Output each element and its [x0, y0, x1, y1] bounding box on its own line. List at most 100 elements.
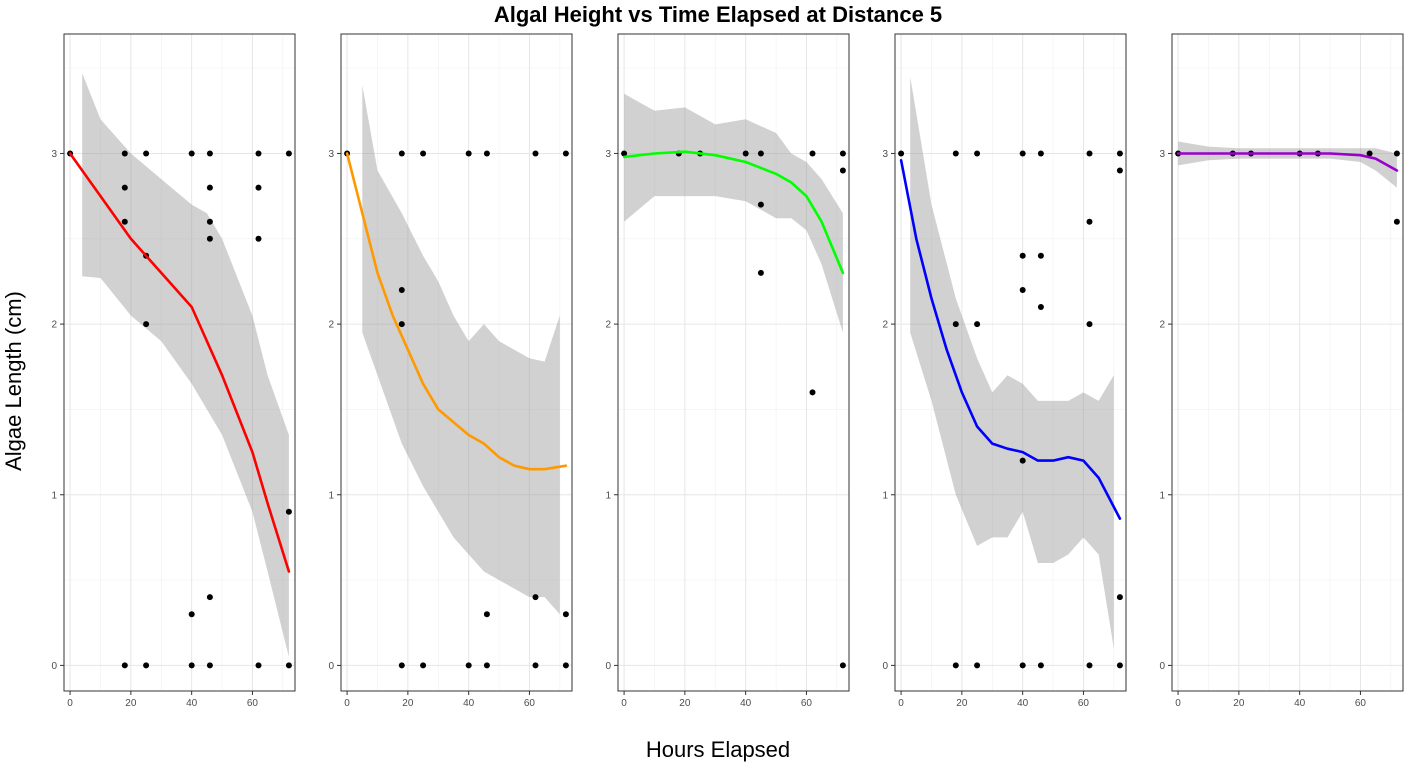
data-point — [1366, 150, 1373, 157]
smooth-line — [622, 150, 845, 275]
panel-border — [1171, 33, 1404, 692]
panel-border — [340, 33, 573, 692]
x-tick-label: 40 — [463, 698, 475, 709]
x-tick-label: 40 — [1294, 698, 1306, 709]
data-point — [285, 662, 292, 669]
y-tick-label: 3 — [605, 149, 611, 160]
confidence-band — [910, 76, 1114, 649]
y-tick-label: 0 — [1159, 661, 1165, 672]
y-tick-label: 1 — [328, 490, 334, 501]
data-point — [398, 662, 405, 669]
data-point — [121, 662, 128, 669]
data-point — [398, 321, 405, 328]
data-point — [1037, 252, 1044, 259]
data-point — [532, 594, 539, 601]
data-point — [206, 150, 213, 157]
y-tick-label: 0 — [328, 661, 334, 672]
data-point — [206, 662, 213, 669]
data-point — [809, 389, 816, 396]
x-tick-label: 40 — [1017, 698, 1029, 709]
data-point — [143, 321, 150, 328]
data-point — [483, 611, 490, 618]
data-point — [839, 662, 846, 669]
data-point — [742, 150, 749, 157]
data-point — [188, 150, 195, 157]
y-tick-label: 2 — [605, 320, 611, 331]
confidence-band — [82, 73, 289, 657]
x-axis-title: Hours Elapsed — [646, 737, 790, 762]
data-point — [206, 235, 213, 242]
panel-2: 0 20 40 60 0 1 2 3 — [328, 33, 573, 709]
x-tick-label: 20 — [679, 698, 691, 709]
smooth-line — [899, 159, 1122, 520]
data-point — [1393, 218, 1400, 225]
x-tick-label: 0 — [621, 698, 627, 709]
data-point — [255, 662, 262, 669]
data-point — [285, 150, 292, 157]
data-point — [839, 167, 846, 174]
y-tick-label: 3 — [328, 149, 334, 160]
panel-5: 0 20 40 60 0 1 2 3 — [1159, 33, 1404, 709]
data-point — [255, 235, 262, 242]
x-tick-label: 0 — [898, 698, 904, 709]
y-tick-label: 0 — [51, 661, 57, 672]
data-point — [483, 150, 490, 157]
data-point — [1116, 167, 1123, 174]
data-point — [1086, 150, 1093, 157]
data-point — [974, 321, 981, 328]
data-point — [465, 150, 472, 157]
panel-border — [63, 33, 296, 692]
data-point — [1019, 457, 1026, 464]
panel-3: 0 20 40 60 0 1 2 3 — [605, 33, 850, 709]
x-tick-label: 0 — [1175, 698, 1181, 709]
data-point — [188, 662, 195, 669]
data-point — [206, 594, 213, 601]
data-point — [974, 662, 981, 669]
y-tick-label: 1 — [51, 490, 57, 501]
data-point — [206, 218, 213, 225]
data-point — [532, 150, 539, 157]
panel-border — [894, 33, 1127, 692]
data-point — [1116, 594, 1123, 601]
confidence-band — [362, 85, 560, 615]
panel-border — [617, 33, 850, 692]
x-tick-label: 40 — [186, 698, 198, 709]
data-point — [188, 611, 195, 618]
y-tick-label: 0 — [605, 661, 611, 672]
x-tick-label: 20 — [125, 698, 137, 709]
smooth-line — [345, 152, 568, 471]
x-tick-label: 40 — [740, 698, 752, 709]
x-tick-label: 60 — [1355, 698, 1367, 709]
data-point — [143, 662, 150, 669]
x-tick-label: 60 — [1078, 698, 1090, 709]
data-point — [1116, 662, 1123, 669]
data-point — [562, 662, 569, 669]
data-point — [952, 321, 959, 328]
y-tick-label: 3 — [1159, 149, 1165, 160]
data-point — [757, 269, 764, 276]
data-point — [465, 662, 472, 669]
x-tick-label: 20 — [1233, 698, 1245, 709]
data-point — [1019, 287, 1026, 293]
data-point — [839, 150, 846, 157]
data-point — [1019, 662, 1026, 669]
data-point — [420, 150, 427, 157]
confidence-band — [624, 93, 843, 333]
y-axis-title: Algae Length (cm) — [1, 291, 26, 471]
data-point — [974, 150, 981, 157]
data-point — [121, 218, 128, 225]
y-tick-label: 2 — [328, 320, 334, 331]
x-tick-label: 60 — [524, 698, 536, 709]
data-point — [952, 662, 959, 669]
x-tick-label: 60 — [247, 698, 259, 709]
panel-4: 0 20 40 60 0 1 2 3 — [882, 33, 1127, 709]
chart-title: Algal Height vs Time Elapsed at Distance… — [494, 2, 942, 27]
x-tick-label: 20 — [402, 698, 414, 709]
y-tick-label: 1 — [1159, 490, 1165, 501]
y-tick-label: 2 — [1159, 320, 1165, 331]
y-tick-label: 2 — [882, 320, 888, 331]
data-point — [121, 150, 128, 157]
x-tick-label: 0 — [344, 698, 350, 709]
data-point — [757, 201, 764, 208]
